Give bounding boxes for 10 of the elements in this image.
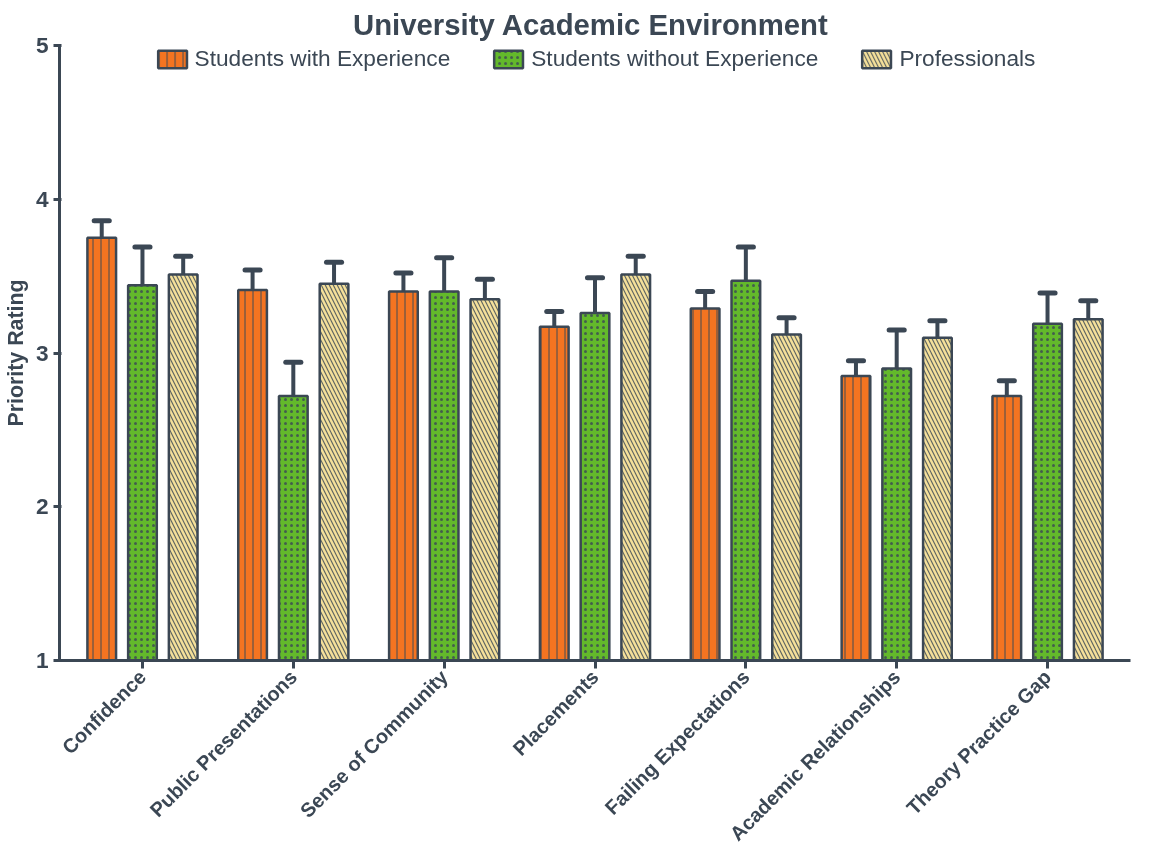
y-tick-label: 3 — [35, 339, 49, 366]
y-tick-label: 1 — [35, 647, 49, 673]
legend-label: Students without Experience — [531, 45, 819, 72]
y-tick-label: 5 — [35, 32, 49, 58]
legend-label: Students with Experience — [194, 45, 451, 72]
y-axis-title: Priority Rating — [3, 279, 28, 427]
y-tick-label: 2 — [35, 493, 49, 520]
chart-title: University Academic Environment — [352, 7, 829, 41]
y-tick-label: 4 — [35, 185, 49, 212]
legend-label: Professionals — [899, 45, 1036, 72]
